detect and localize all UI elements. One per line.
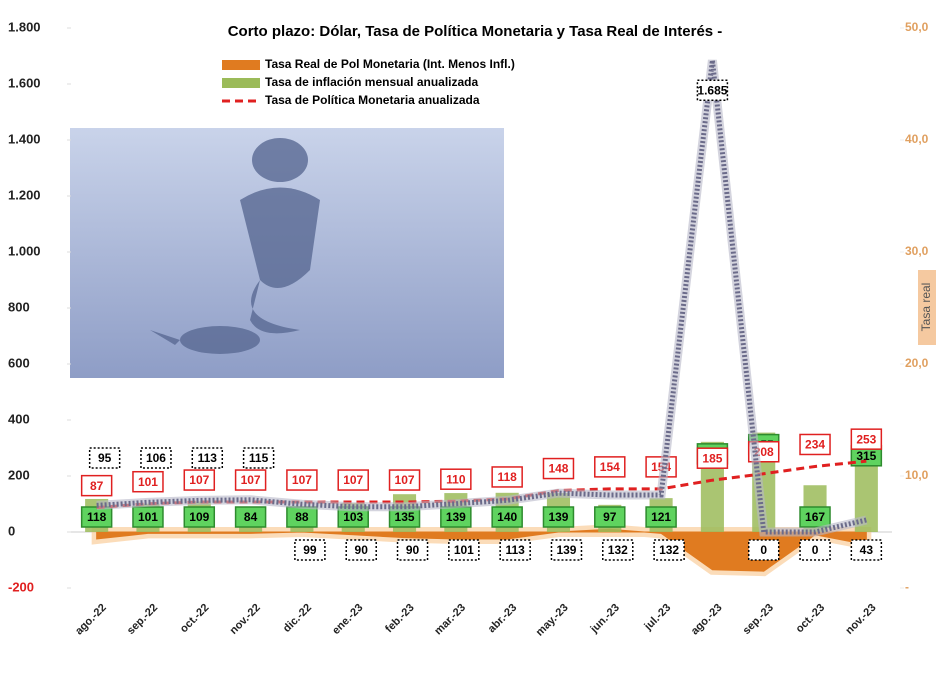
y-tick-label: 1.400	[8, 131, 41, 146]
x-tick-label: oct.-22	[178, 602, 212, 636]
data-label: 315	[856, 449, 876, 463]
data-label: 90	[406, 543, 420, 557]
data-label: 154	[600, 460, 620, 474]
data-label: 139	[548, 510, 568, 524]
data-label: 109	[189, 510, 209, 524]
legend-swatch	[222, 60, 260, 70]
chart: Corto plazo: Dólar, Tasa de Política Mon…	[0, 0, 939, 686]
data-label: 106	[146, 451, 166, 465]
legend-label: Tasa de inflación mensual anualizada	[265, 75, 479, 89]
legend-label: Tasa de Política Monetaria anualizada	[265, 93, 480, 107]
data-label: 101	[454, 543, 474, 557]
data-label: 107	[241, 473, 261, 487]
x-tick-label: ago.-22	[73, 602, 109, 638]
data-label: 140	[497, 510, 517, 524]
data-label: 90	[355, 543, 369, 557]
data-label: 95	[98, 451, 112, 465]
legend-swatch	[222, 78, 260, 88]
data-label: 97	[603, 510, 617, 524]
y-tick-label: 400	[8, 411, 30, 426]
x-tick-label: nov.-22	[228, 602, 263, 637]
data-label: 87	[90, 479, 104, 493]
data-label: 1.685	[697, 83, 727, 97]
data-label: 0	[812, 543, 819, 557]
chart-title: Corto plazo: Dólar, Tasa de Política Mon…	[228, 23, 723, 40]
x-tick-label: nov.-23	[843, 602, 878, 637]
x-tick-label: feb.-23	[383, 602, 417, 636]
data-label: 107	[395, 473, 415, 487]
x-tick-label: ene.-23	[330, 602, 365, 637]
data-label: 103	[343, 510, 363, 524]
y2-tick-label: 40,0	[905, 132, 929, 146]
data-label: 88	[295, 510, 309, 524]
data-label: 84	[244, 510, 258, 524]
y-tick-label: 800	[8, 299, 30, 314]
data-label: 253	[856, 432, 876, 446]
x-tick-label: abr.-23	[486, 602, 520, 636]
data-label: 148	[548, 462, 568, 476]
x-tick-label: oct.-23	[794, 602, 828, 636]
y2-tick-label: 20,0	[905, 356, 929, 370]
y-tick-label: 1.600	[8, 75, 41, 90]
data-label: 185	[702, 451, 722, 465]
data-label: 101	[138, 510, 158, 524]
x-tick-label: mar.-23	[432, 602, 468, 638]
data-label: 0	[760, 543, 767, 557]
data-label: 132	[659, 543, 679, 557]
y-tick-label: 1.200	[8, 187, 41, 202]
data-label: 43	[860, 543, 874, 557]
data-label: 110	[446, 472, 466, 486]
data-label: 234	[805, 438, 825, 452]
data-label: 167	[805, 510, 825, 524]
x-tick-label: jun.-23	[588, 602, 622, 636]
data-label: 99	[303, 543, 317, 557]
x-tick-label: dic.-22	[281, 602, 314, 635]
y-tick-label: -200	[8, 579, 34, 594]
x-tick-label: sep.-22	[125, 602, 160, 637]
data-label: 113	[198, 451, 218, 465]
data-label: 107	[292, 473, 312, 487]
data-label: 135	[395, 510, 415, 524]
y-tick-label: 1.000	[8, 243, 41, 258]
y2-tick-label: 10,0	[905, 468, 929, 482]
y-tick-label: 1.800	[8, 19, 41, 34]
data-label: 101	[138, 475, 158, 489]
y-tick-label: 200	[8, 467, 30, 482]
x-tick-label: sep.-23	[741, 602, 776, 637]
x-tick-label: ago.-23	[689, 602, 725, 638]
data-label: 132	[608, 543, 628, 557]
data-label: 115	[249, 451, 269, 465]
data-label: 139	[446, 510, 466, 524]
data-label: 113	[505, 543, 525, 557]
y2-tick-label: -	[905, 580, 909, 594]
y-tick-label: 600	[8, 355, 30, 370]
y2-tick-label: 30,0	[905, 244, 929, 258]
data-label: 139	[556, 543, 576, 557]
data-label: 121	[651, 510, 671, 524]
x-tick-label: may.-23	[534, 602, 571, 639]
x-tick-label: jul.-23	[642, 602, 674, 634]
y2-tick-label: 50,0	[905, 20, 929, 34]
data-label: 118	[497, 470, 517, 484]
data-label: 107	[189, 473, 209, 487]
y2-axis-label: Tasa real	[919, 283, 933, 332]
legend-label: Tasa Real de Pol Monetaria (Int. Menos I…	[265, 57, 515, 71]
data-label: 107	[343, 473, 363, 487]
data-label: 118	[87, 510, 107, 524]
y-tick-label: 0	[8, 523, 15, 538]
